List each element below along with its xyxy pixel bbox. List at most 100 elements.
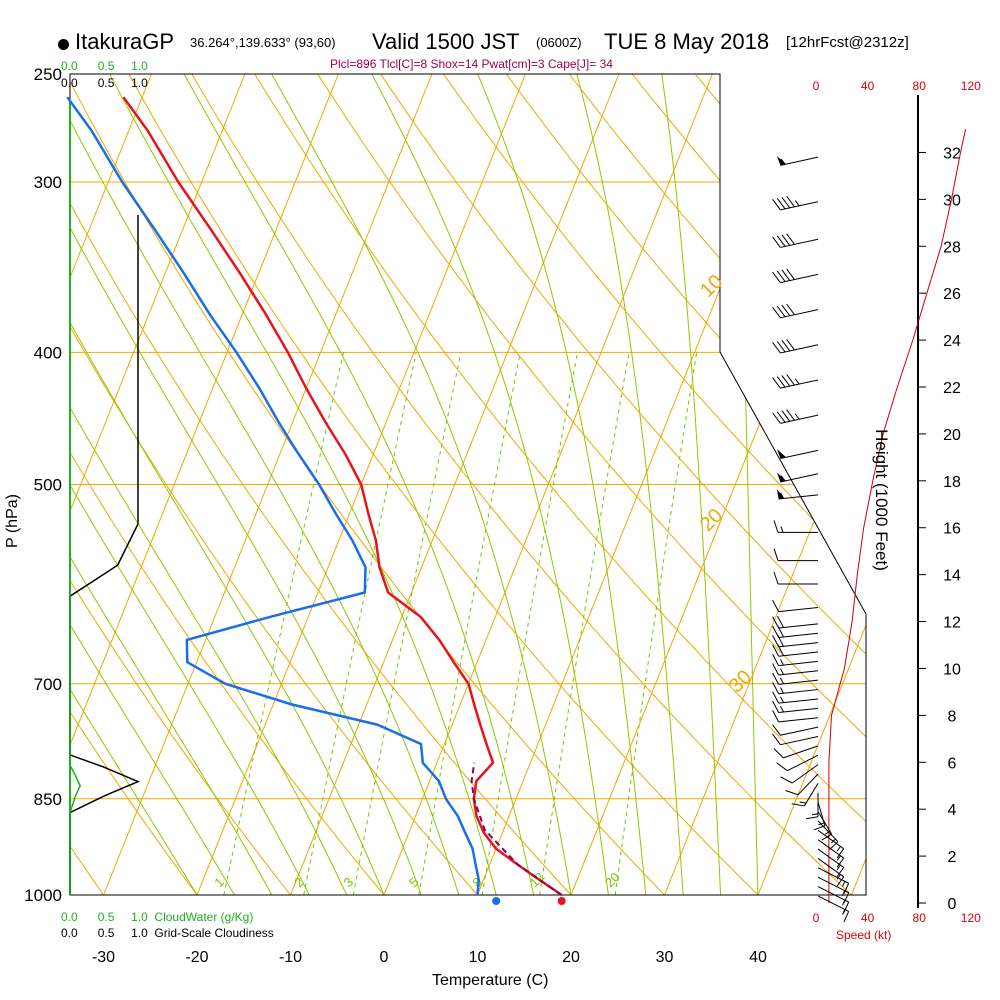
pressure-tick-label: 850 bbox=[34, 790, 62, 809]
dry-adiabat-line bbox=[191, 74, 852, 895]
temperature-line bbox=[122, 96, 563, 897]
height-tick-label: 28 bbox=[943, 239, 961, 256]
profiles bbox=[66, 96, 566, 905]
cloudwater-line bbox=[69, 214, 82, 895]
parcel-line bbox=[470, 762, 563, 896]
moist-adiabat-line bbox=[70, 74, 385, 895]
wind-barb bbox=[776, 155, 819, 166]
moist-adiabat-line bbox=[661, 74, 722, 895]
wind-barb bbox=[772, 339, 819, 354]
wind-barb bbox=[772, 374, 819, 389]
temperature-tick-label: 40 bbox=[749, 949, 767, 966]
speed-tick-label-top: 80 bbox=[913, 79, 927, 93]
wind-barb bbox=[772, 663, 819, 676]
wind-barb bbox=[772, 409, 819, 424]
cloudwater-scale-bottom: 0.0 0.5 1.0 CloudWater (g/Kg) bbox=[61, 910, 254, 924]
wind-barb bbox=[772, 733, 819, 746]
mixing-ratio-line bbox=[481, 352, 578, 895]
wind-barb bbox=[772, 599, 819, 613]
wind-barb bbox=[776, 754, 819, 772]
cloudwater-scale-top: 0.0 0.5 1.0 bbox=[61, 59, 148, 73]
dry-adiabat-line bbox=[70, 74, 291, 895]
speed-tick-label-top: 0 bbox=[813, 79, 820, 93]
pressure-tick-label: 500 bbox=[34, 476, 62, 495]
wind-barb bbox=[776, 472, 819, 483]
isotherm-label: 10 bbox=[696, 271, 727, 302]
cloud-panel bbox=[69, 214, 140, 895]
speed-tick-label-top: 40 bbox=[861, 79, 875, 93]
speed-tick-label-bottom: 120 bbox=[961, 911, 981, 925]
wind-panel bbox=[772, 128, 967, 923]
valid-time: Valid 1500 JST bbox=[372, 29, 520, 54]
wind-barb bbox=[773, 571, 818, 585]
x-axis-title: Temperature (C) bbox=[432, 972, 549, 989]
surface-temperature-dot bbox=[557, 897, 566, 905]
height-tick-label: 22 bbox=[943, 380, 961, 397]
height-tick-label: 8 bbox=[948, 708, 957, 725]
y-axis-title: P (hPa) bbox=[3, 494, 21, 548]
wind-barb bbox=[772, 615, 819, 629]
wind-barb bbox=[772, 672, 819, 685]
speed-tick-label-top: 120 bbox=[961, 79, 981, 93]
wind-barb bbox=[772, 682, 819, 695]
speed-axis-title: Speed (kt) bbox=[836, 928, 892, 942]
moist-adiabat-line bbox=[70, 74, 198, 895]
cloudiness-scale-top: 0.0 0.5 1.0 bbox=[61, 76, 148, 90]
height-tick-label: 12 bbox=[943, 615, 961, 632]
moist-adiabat-line bbox=[371, 74, 609, 895]
height-tick-label: 24 bbox=[943, 333, 961, 350]
height-tick-label: 10 bbox=[943, 661, 961, 678]
wind-barb bbox=[772, 634, 819, 648]
height-tick-label: 4 bbox=[948, 802, 957, 819]
forecast-label: [12hrFcst@2312z] bbox=[786, 34, 909, 51]
height-tick-label: 0 bbox=[948, 896, 957, 913]
surface-dewpoint-dot bbox=[492, 897, 501, 905]
wind-barb bbox=[805, 792, 819, 820]
temperature-tick-label: -10 bbox=[279, 949, 302, 966]
speed-tick-label-bottom: 0 bbox=[813, 911, 820, 925]
wind-barb bbox=[772, 724, 819, 736]
dry-adiabat-line bbox=[70, 74, 198, 895]
height-tick-label: 14 bbox=[943, 568, 961, 585]
station-dot-icon bbox=[58, 39, 69, 51]
cloudiness-scale-bottom: 0.0 0.5 1.0 Grid-Scale Cloudiness bbox=[61, 926, 274, 940]
wind-barb bbox=[776, 489, 819, 500]
pressure-tick-label: 300 bbox=[34, 173, 62, 192]
height-tick-label: 20 bbox=[943, 427, 961, 444]
isotherm-line bbox=[70, 74, 246, 895]
isotherm-line bbox=[103, 74, 433, 895]
dry-adiabat-line bbox=[505, 74, 866, 895]
wind-barb bbox=[817, 811, 833, 841]
isotherm-line bbox=[290, 74, 620, 895]
isotherm-line bbox=[383, 74, 713, 895]
wind-barb bbox=[813, 802, 826, 831]
wind-barb bbox=[772, 303, 819, 319]
valid-utc: (0600Z) bbox=[536, 35, 582, 50]
wind-barb bbox=[772, 700, 819, 713]
temperature-tick-label: 0 bbox=[380, 949, 389, 966]
pressure-tick-label: 250 bbox=[34, 65, 62, 84]
height-axis-title: Height (1000 Feet) bbox=[871, 429, 891, 571]
dry-adiabat-line bbox=[70, 74, 572, 895]
moist-adiabat-line bbox=[70, 74, 273, 895]
moist-adiabat-line bbox=[576, 74, 684, 895]
wind-barb bbox=[772, 691, 819, 704]
isotherm-line bbox=[70, 74, 152, 895]
wind-barb bbox=[791, 783, 819, 807]
dry-adiabat-line bbox=[317, 74, 866, 895]
height-tick-label: 18 bbox=[943, 474, 961, 491]
isotherm-label: 30 bbox=[725, 666, 756, 697]
height-tick-label: 6 bbox=[948, 755, 957, 772]
wind-barb bbox=[773, 745, 819, 759]
wind-barb bbox=[773, 548, 818, 562]
wind-barb bbox=[772, 653, 819, 667]
height-tick-label: 26 bbox=[943, 286, 961, 303]
temperature-tick-label: 10 bbox=[469, 949, 487, 966]
pressure-tick-label: 400 bbox=[34, 343, 62, 362]
mixing-ratio-line bbox=[303, 352, 417, 895]
wind-barb bbox=[776, 449, 819, 460]
temperature-tick-label: -20 bbox=[185, 949, 208, 966]
mixing-ratio-line bbox=[539, 352, 630, 895]
speed-tick-label-bottom: 80 bbox=[913, 911, 927, 925]
